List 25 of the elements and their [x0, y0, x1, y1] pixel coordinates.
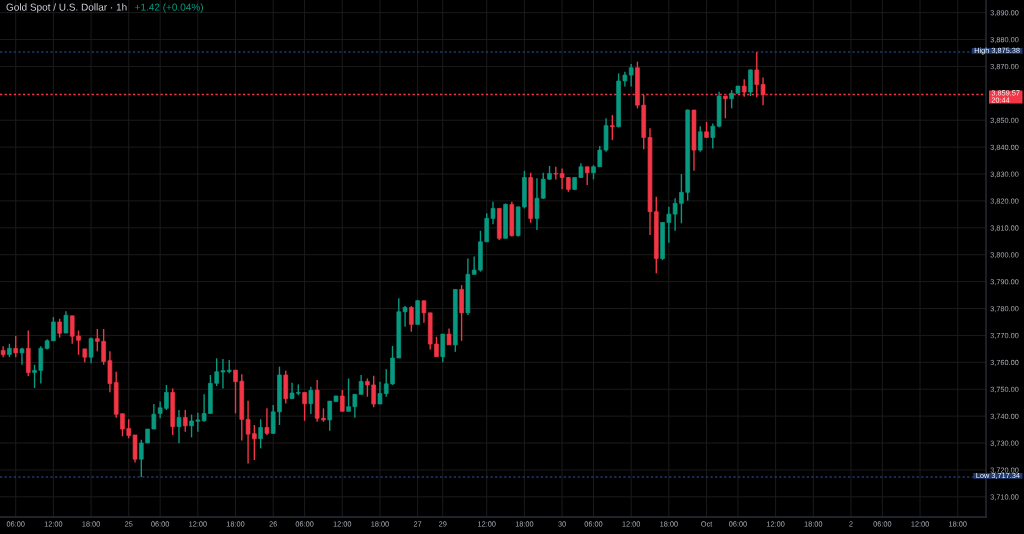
candlestick: [258, 418, 263, 450]
candlestick: [584, 166, 590, 186]
chart-title: Gold Spot / U.S. Dollar · 1h: [6, 3, 127, 13]
candlestick: [628, 63, 634, 88]
candlestick: [283, 369, 289, 405]
candlestick: [409, 305, 414, 333]
candlestick: [358, 374, 364, 396]
candlestick: [13, 335, 18, 358]
candlestick: [610, 114, 615, 141]
candlestick: [308, 386, 314, 415]
candlestick: [19, 347, 25, 366]
candlestick: [440, 333, 446, 364]
candlestick: [176, 409, 182, 444]
candlestick: [459, 284, 464, 342]
candlestick: [748, 68, 753, 97]
candlestick: [63, 310, 69, 334]
candlestick: [697, 125, 703, 153]
candlestick: [339, 389, 345, 412]
candlestick: [88, 336, 94, 364]
candlestick: [182, 409, 188, 433]
candlestick: [302, 391, 307, 422]
candlestick: [264, 407, 270, 436]
candlestick: [57, 318, 62, 339]
chart-subtitle: +1.42 (+0.04%): [135, 3, 203, 13]
candlestick: [415, 299, 420, 326]
